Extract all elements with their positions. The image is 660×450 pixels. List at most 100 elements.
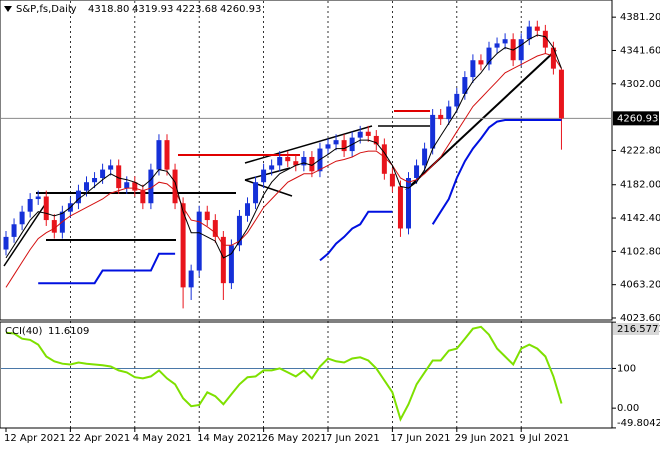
candle-body — [188, 270, 194, 288]
candle-body — [204, 211, 210, 221]
x-tick-label: 17 Jun 2021 — [390, 433, 450, 444]
candle-body — [277, 156, 283, 166]
cci-value: 11.6109 — [48, 326, 89, 337]
candle-body — [261, 169, 267, 183]
menu-icon[interactable] — [4, 6, 12, 12]
cci-max-box — [613, 323, 659, 335]
y-tick-label: 0.00 — [617, 403, 639, 414]
candle-body — [518, 39, 524, 61]
candle-body — [132, 182, 138, 191]
cci-panel — [0, 321, 613, 429]
chart-title: S&P,fs,Daily — [16, 4, 77, 15]
x-tick-label: 29 Jun 2021 — [455, 433, 515, 444]
y-tick-label: 4063.20 — [620, 280, 660, 291]
candle-body — [220, 236, 226, 284]
last-price-tag — [613, 111, 659, 126]
cci-line — [5, 325, 563, 422]
candle-body — [75, 190, 81, 204]
candle-body — [253, 182, 259, 204]
candle-body — [172, 169, 178, 204]
y-tick-label: 4302.00 — [620, 79, 660, 90]
candle-body — [550, 47, 556, 69]
candle-body — [397, 186, 403, 229]
candle-body — [164, 140, 170, 170]
candle-body — [373, 135, 379, 145]
candle-body — [100, 169, 106, 179]
candle-body — [236, 215, 242, 246]
price-panel — [0, 0, 613, 321]
candle-body — [3, 236, 9, 250]
candle-body — [301, 156, 307, 166]
candle-body — [43, 196, 49, 221]
y-tick-label: 4102.80 — [620, 246, 660, 257]
candle-body — [494, 43, 500, 48]
y-tick-label: 4341.60 — [620, 45, 660, 56]
candle-body — [269, 165, 275, 170]
candle-body — [357, 131, 363, 138]
y-tick-label: -49.8042 — [617, 418, 660, 429]
open-label: 4318.80 — [88, 4, 129, 15]
candle-body — [414, 165, 420, 179]
candle-body — [196, 211, 202, 271]
candle-body — [430, 114, 436, 149]
candle-body — [156, 140, 162, 170]
candle-body — [212, 220, 218, 237]
candle-body — [325, 144, 331, 149]
candle-body — [534, 26, 540, 31]
trendline — [244, 167, 291, 181]
candle-body — [108, 165, 114, 170]
trendline — [3, 202, 47, 267]
x-tick-label: 9 Jul 2021 — [519, 433, 569, 444]
candle-body — [446, 106, 452, 120]
high-label: 4319.93 — [132, 4, 173, 15]
candle-body — [438, 114, 444, 120]
candle-body — [27, 199, 33, 212]
cci-title: CCI(40) — [5, 326, 43, 337]
candle-body — [140, 190, 146, 204]
candle-body — [558, 69, 564, 119]
y-tick-label: 4381.20 — [620, 12, 660, 23]
x-tick-label: 4 May 2021 — [133, 433, 192, 444]
candle-body — [245, 203, 250, 216]
indicator-line — [38, 119, 562, 285]
y-tick-label: 100 — [617, 363, 636, 374]
y-tick-label: 216.5771 — [617, 324, 660, 335]
indicator-line — [5, 52, 562, 288]
y-tick-label: 4182.00 — [620, 180, 660, 191]
x-tick-label: 12 Apr 2021 — [4, 433, 66, 444]
candle-body — [51, 220, 57, 233]
indicator-line — [5, 34, 562, 259]
candle-body — [309, 156, 315, 172]
low-label: 4223.68 — [176, 4, 217, 15]
candle-body — [478, 60, 484, 65]
candle-body — [293, 161, 299, 166]
candle-body — [526, 26, 532, 40]
x-tick-label: 14 May 2021 — [197, 433, 262, 444]
candle-body — [228, 245, 234, 284]
trendline — [244, 125, 373, 164]
last-price-label: 4260.93 — [617, 113, 658, 124]
x-tick-label: 7 Jun 2021 — [326, 433, 380, 444]
candle-body — [148, 169, 154, 204]
candle-body — [35, 196, 41, 200]
candle-body — [285, 156, 291, 162]
candle-body — [11, 224, 17, 237]
candle-body — [116, 165, 122, 189]
close-label: 4260.93 — [220, 4, 261, 15]
candle-body — [406, 178, 411, 229]
candle-body — [462, 77, 468, 94]
candle-body — [470, 60, 476, 78]
candle-body — [333, 140, 339, 145]
candle-body — [454, 93, 460, 107]
x-tick-label: 26 May 2021 — [262, 433, 327, 444]
candle-body — [381, 144, 387, 174]
y-tick-label: 4222.80 — [620, 145, 660, 156]
candle-body — [84, 182, 89, 191]
candle-body — [92, 178, 98, 183]
candle-body — [365, 131, 371, 136]
candle-body — [542, 30, 548, 48]
x-tick-label: 22 Apr 2021 — [68, 433, 130, 444]
candle-body — [502, 39, 508, 44]
